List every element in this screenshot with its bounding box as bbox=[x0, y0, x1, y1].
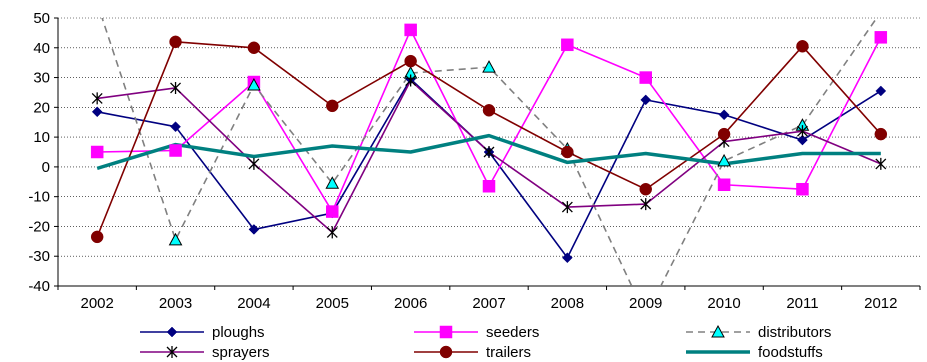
legend-swatch-marker bbox=[439, 325, 453, 339]
data-point-sprayers bbox=[248, 157, 260, 170]
data-point-trailers bbox=[169, 35, 182, 49]
data-point-ploughs bbox=[875, 85, 887, 97]
legend-label: foodstuffs bbox=[758, 344, 823, 361]
data-point-trailers bbox=[90, 230, 104, 244]
legend-item-trailers: trailers bbox=[414, 344, 531, 361]
data-point-seeders bbox=[90, 145, 104, 159]
x-tick-label: 2009 bbox=[629, 295, 662, 312]
data-point-seeders bbox=[796, 182, 809, 196]
data-point-ploughs bbox=[91, 106, 103, 118]
data-point-distributors bbox=[482, 60, 496, 73]
data-point-seeders bbox=[482, 179, 496, 193]
data-point-distributors bbox=[325, 176, 340, 189]
legend-swatch-marker bbox=[439, 345, 453, 359]
data-point-ploughs bbox=[640, 94, 652, 106]
y-tick-label: 40 bbox=[33, 40, 50, 57]
data-point-seeders bbox=[561, 38, 574, 52]
legend: ploughs seeders distributors sprayers traile… bbox=[140, 324, 831, 361]
data-point-sprayers bbox=[326, 226, 338, 239]
y-tick-label: 10 bbox=[33, 129, 50, 146]
legend-label: seeders bbox=[486, 324, 539, 341]
x-tick-label: 2006 bbox=[394, 295, 427, 312]
x-tick-label: 2010 bbox=[707, 295, 740, 312]
x-tick-label: 2011 bbox=[786, 295, 818, 312]
marker-layer bbox=[90, 0, 888, 264]
data-point-sprayers bbox=[796, 125, 808, 138]
y-tick-label: 0 bbox=[42, 159, 50, 176]
x-tick-label: 2007 bbox=[472, 295, 505, 312]
x-tick-label: 2002 bbox=[80, 295, 113, 312]
data-point-sprayers bbox=[405, 74, 417, 87]
data-point-distributors bbox=[875, 6, 887, 17]
data-point-seeders bbox=[639, 71, 652, 84]
y-tick-label: 30 bbox=[33, 70, 50, 87]
data-point-seeders bbox=[717, 178, 731, 192]
y-tick-label: 50 bbox=[33, 10, 50, 27]
data-point-trailers bbox=[482, 104, 496, 117]
data-point-sprayers bbox=[875, 157, 887, 170]
legend-swatch-marker bbox=[711, 324, 725, 338]
y-tick-label: -40 bbox=[28, 278, 50, 295]
data-point-trailers bbox=[639, 182, 652, 196]
x-tick-label: 2012 bbox=[864, 295, 897, 312]
legend-label: trailers bbox=[486, 344, 531, 361]
data-point-trailers bbox=[404, 54, 417, 68]
legend-label: sprayers bbox=[212, 344, 270, 361]
data-point-distributors bbox=[168, 232, 183, 246]
data-point-trailers bbox=[796, 40, 809, 53]
data-point-trailers bbox=[247, 41, 261, 55]
y-tick-label: -20 bbox=[28, 218, 50, 235]
data-point-sprayers bbox=[640, 198, 652, 211]
data-point-trailers bbox=[874, 127, 888, 141]
data-point-trailers bbox=[717, 127, 731, 141]
y-tick-label: -30 bbox=[28, 248, 50, 265]
data-point-ploughs bbox=[718, 109, 730, 121]
data-point-sprayers bbox=[91, 92, 103, 105]
data-point-distributors bbox=[91, 0, 103, 8]
y-tick-label: 20 bbox=[33, 99, 50, 116]
data-point-sprayers bbox=[170, 81, 182, 94]
legend-item-foodstuffs: foodstuffs bbox=[686, 344, 823, 361]
legend-item-seeders: seeders bbox=[414, 324, 539, 341]
data-point-seeders bbox=[874, 31, 888, 44]
series-line-foodstuffs bbox=[96, 133, 881, 171]
data-point-ploughs bbox=[562, 252, 573, 264]
series-layer bbox=[96, 18, 882, 286]
data-point-ploughs bbox=[170, 121, 181, 133]
data-point-sprayers bbox=[483, 146, 495, 158]
x-tick-label: 2005 bbox=[316, 295, 349, 312]
data-point-sprayers bbox=[561, 201, 573, 214]
legend-item-distributors: distributors bbox=[686, 324, 831, 341]
data-point-trailers bbox=[561, 145, 574, 159]
data-point-seeders bbox=[404, 23, 417, 37]
legend-item-ploughs: ploughs bbox=[140, 324, 265, 341]
x-tick-label: 2008 bbox=[551, 295, 584, 312]
legend-swatch-marker bbox=[166, 326, 178, 338]
data-point-ploughs bbox=[248, 224, 260, 235]
legend-label: ploughs bbox=[212, 324, 265, 341]
data-point-ploughs bbox=[797, 134, 808, 146]
x-tick-label: 2004 bbox=[237, 295, 270, 312]
legend-swatch-marker bbox=[166, 346, 178, 358]
legend-item-sprayers: sprayers bbox=[140, 344, 270, 361]
data-point-distributors bbox=[717, 153, 731, 167]
data-point-distributors bbox=[247, 77, 261, 91]
legend-label: distributors bbox=[758, 324, 831, 341]
x-tick-label: 2003 bbox=[159, 295, 192, 312]
data-point-trailers bbox=[326, 99, 339, 113]
data-point-seeders bbox=[326, 205, 339, 218]
data-point-seeders bbox=[169, 144, 182, 157]
y-tick-label: -10 bbox=[28, 189, 50, 206]
